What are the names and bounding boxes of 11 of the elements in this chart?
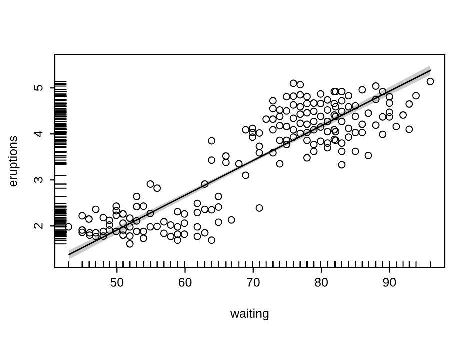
x-tick-label: 60 [178, 278, 192, 287]
y-tick-label: 5 [34, 85, 43, 92]
y-tick-label: 2 [34, 223, 43, 229]
x-tick-label: 90 [383, 278, 396, 287]
x-tick-label: 50 [110, 278, 124, 287]
x-tick-label: 80 [315, 278, 328, 287]
y-tick-label: 4 [34, 131, 43, 138]
y-axis-title: eruptions [8, 136, 20, 187]
x-tick-label: 70 [247, 278, 260, 287]
y-tick-label: 3 [34, 177, 43, 184]
x-axis-title: waiting [230, 308, 269, 320]
